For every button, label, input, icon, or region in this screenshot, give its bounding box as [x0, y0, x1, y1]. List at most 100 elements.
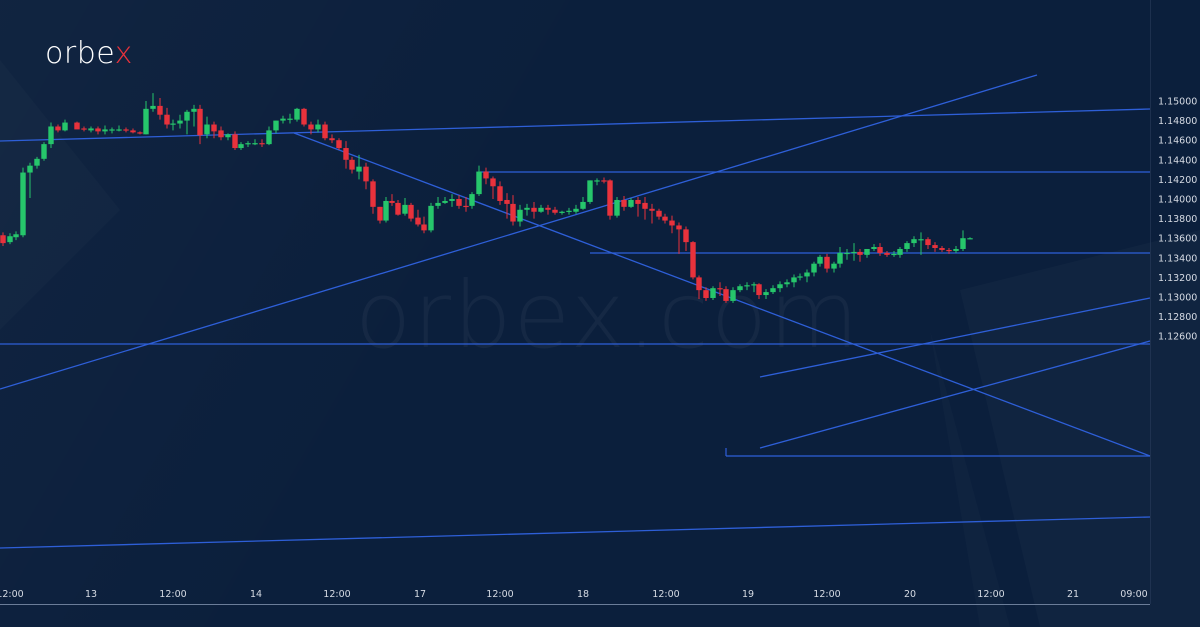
candle-body: [614, 199, 620, 216]
candle: [20, 167, 26, 238]
candle-body: [844, 252, 850, 255]
orbex-logo: orbex: [45, 36, 133, 71]
candle-body: [273, 120, 279, 131]
candle-body: [157, 105, 163, 115]
candle-body: [483, 171, 489, 179]
candle-body: [628, 199, 634, 207]
candle: [74, 121, 80, 130]
candle: [737, 284, 743, 293]
candle-body: [580, 201, 586, 209]
candle: [287, 113, 293, 124]
candle: [717, 282, 723, 297]
candle: [851, 243, 857, 261]
price-tick-label: 1.13200: [1158, 273, 1197, 284]
price-axis[interactable]: 1.15000 1.14800 1.14600 1.14400 1.14200 1.140…: [1158, 97, 1197, 343]
trendlines-layer[interactable]: [0, 74, 1151, 549]
candle: [751, 282, 757, 293]
candle: [322, 121, 328, 141]
time-tick-label: 18: [577, 589, 589, 600]
time-axis[interactable]: 12:00 13 12:00 14 12:00 17 12:00 18 12:00 19 12:00…: [0, 589, 1148, 600]
candle-body: [218, 130, 224, 138]
candle-body: [851, 251, 857, 254]
price-tick-label: 1.14600: [1158, 136, 1197, 147]
candle: [150, 93, 156, 112]
candle: [315, 119, 321, 133]
trendline-channel-upper[interactable]: [759, 297, 1151, 378]
candle: [259, 139, 265, 148]
candle: [408, 202, 414, 222]
price-tick-label: 1.13000: [1158, 293, 1197, 304]
candle: [143, 101, 149, 135]
candle: [349, 156, 355, 174]
candle-body: [756, 284, 762, 296]
candle-body: [421, 224, 427, 231]
candle: [683, 226, 689, 251]
candle-body: [538, 207, 544, 212]
candle-body: [211, 124, 217, 132]
candle: [280, 115, 286, 124]
candle-body: [7, 236, 13, 243]
candle-body: [730, 290, 736, 301]
candle: [730, 287, 736, 303]
candle: [538, 204, 544, 213]
candle-body: [252, 143, 258, 145]
price-tick-label: 1.14000: [1158, 195, 1197, 206]
candle: [232, 131, 238, 150]
candle: [463, 197, 469, 212]
time-tick-label: 19: [742, 589, 754, 600]
candle: [824, 253, 830, 273]
candle-body: [837, 252, 843, 264]
trendline-channel-lower[interactable]: [759, 340, 1151, 449]
candle: [238, 142, 244, 150]
candle-body: [349, 159, 355, 170]
trendline-descending-from-top[interactable]: [293, 132, 1151, 457]
candle: [877, 243, 883, 256]
candle-body: [164, 114, 170, 125]
candle-body: [456, 199, 462, 206]
candle-body: [717, 288, 723, 290]
candle-body: [763, 292, 769, 296]
candle: [601, 177, 607, 184]
candle: [587, 180, 593, 204]
trendline-long-bottom-support[interactable]: [0, 516, 1151, 549]
candle-body: [566, 210, 572, 212]
candle-body: [383, 200, 389, 221]
candle-body: [690, 242, 696, 278]
candle: [559, 210, 565, 215]
candle: [857, 248, 863, 262]
candle: [925, 237, 931, 249]
candle-body: [88, 128, 94, 131]
candle-body: [389, 200, 395, 203]
candle: [402, 198, 408, 216]
candle-body: [777, 284, 783, 289]
candle: [594, 178, 600, 186]
candle: [784, 279, 790, 288]
time-tick-label: 17: [414, 589, 426, 600]
candle-body: [587, 180, 593, 202]
candle: [918, 232, 924, 255]
candle: [336, 138, 342, 150]
candle-body: [322, 124, 328, 139]
candle-body: [656, 210, 662, 217]
trendline-long-rising-support[interactable]: [0, 74, 1038, 390]
candle-body: [897, 248, 903, 255]
candle: [669, 215, 675, 234]
candle-body: [238, 144, 244, 149]
logo-text-accent: x: [114, 36, 133, 71]
candle-body: [857, 251, 863, 255]
candle-body: [891, 253, 897, 256]
candle-body: [20, 172, 26, 236]
candle-body: [784, 282, 790, 285]
time-tick-label: 12:00: [159, 589, 186, 600]
candle-body: [469, 194, 475, 206]
candle: [383, 197, 389, 223]
candle: [614, 197, 620, 218]
candle: [389, 194, 395, 206]
candle-body: [744, 285, 750, 287]
candle-body: [150, 105, 156, 109]
candle-body: [751, 284, 757, 286]
candle: [428, 202, 434, 233]
trendline-upper-resistance[interactable]: [0, 108, 1151, 142]
candle-body: [911, 239, 917, 244]
